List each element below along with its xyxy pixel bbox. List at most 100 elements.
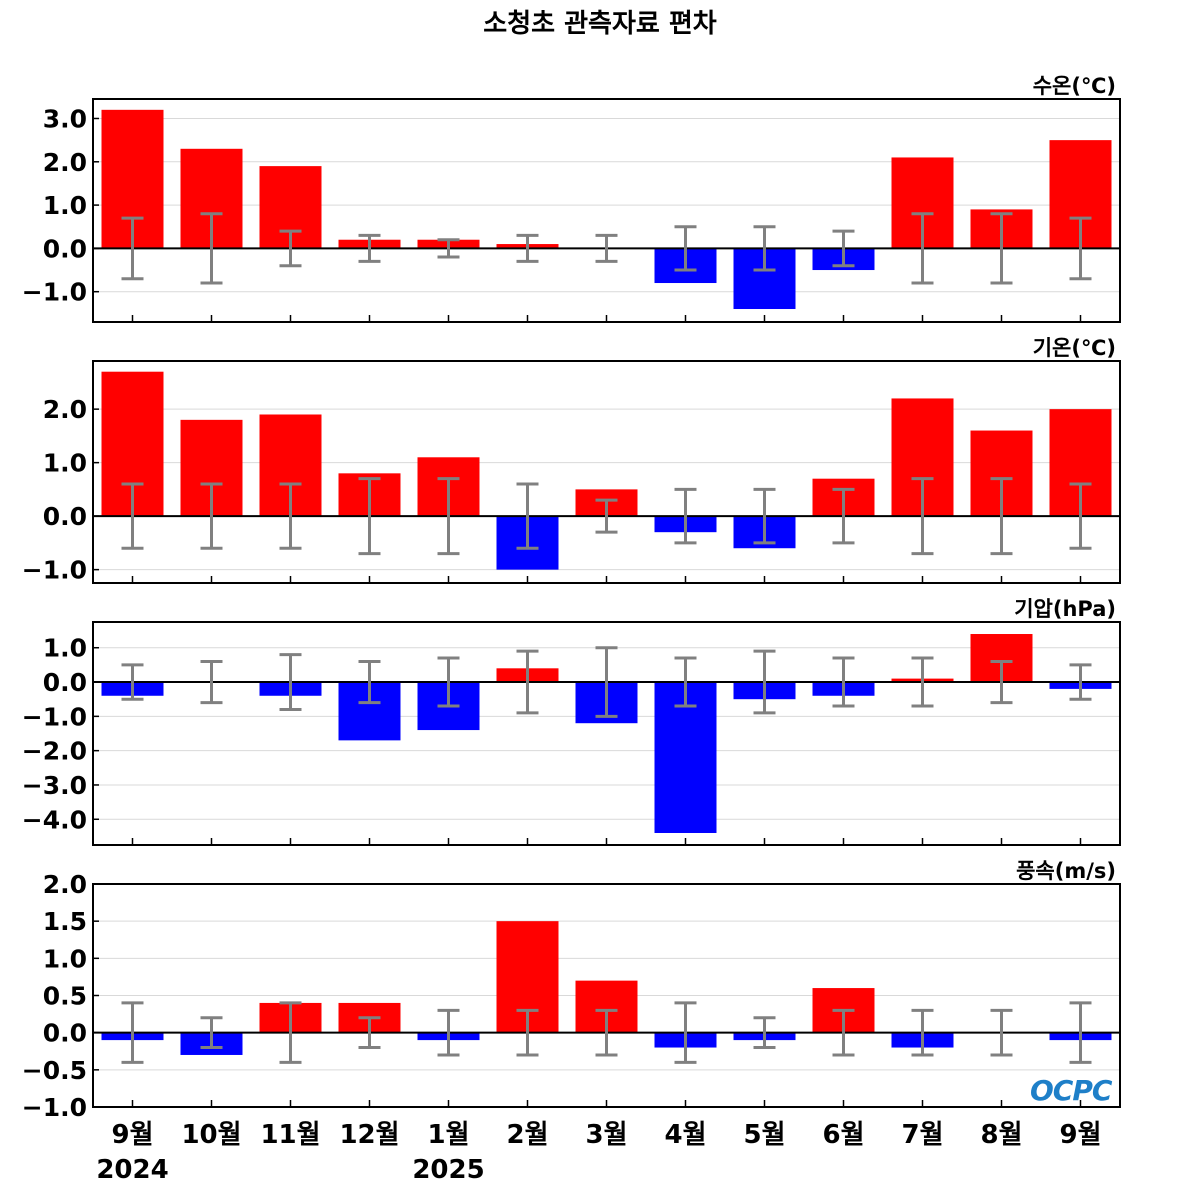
error-bar (121, 216, 144, 281)
panel-label: 기압(hPa) (1014, 597, 1116, 621)
error-bar (200, 482, 223, 550)
error-bar (200, 1016, 223, 1050)
error-bar (832, 1008, 855, 1057)
y-tick-label: 0.5 (43, 982, 87, 1011)
error-bar (911, 477, 934, 556)
error-bar (753, 1016, 776, 1050)
error-bar (674, 1001, 697, 1064)
x-tick-label: 6월 (822, 1120, 864, 1150)
error-bar (911, 656, 934, 708)
error-bar (990, 477, 1013, 556)
error-bar (674, 225, 697, 272)
x-axis-labels: 9월 10월 11월 12월 1월 2월 3월 4월 5월 6월 7월 8월 9월 2024 2025 (96, 1120, 1101, 1185)
error-bar (911, 1008, 934, 1057)
y-tick-label: 1.5 (43, 907, 87, 936)
error-bar (990, 212, 1013, 285)
error-bar (200, 212, 223, 285)
x-tick-label: 9월 (1059, 1120, 1101, 1150)
error-bar (437, 656, 460, 708)
y-tick-label: 1.0 (43, 634, 87, 663)
error-bar (674, 656, 697, 708)
y-tick-label: −1.0 (22, 702, 87, 731)
error-bar (990, 1008, 1013, 1057)
error-bar (753, 487, 776, 545)
error-bar (358, 1016, 381, 1050)
error-bar (516, 1008, 539, 1057)
error-bar (832, 229, 855, 268)
panel-label: 수온(℃) (1033, 74, 1116, 98)
error-bar (595, 233, 618, 263)
x-tick-label: 2월 (506, 1120, 548, 1150)
error-bar (279, 482, 302, 550)
error-bar (1069, 663, 1092, 701)
y-tick-label: 3.0 (43, 104, 87, 133)
error-bar (516, 233, 539, 263)
plot-frame (92, 360, 1121, 584)
error-bar (279, 653, 302, 711)
y-tick-label: 2.0 (43, 395, 87, 424)
error-bar (832, 656, 855, 708)
error-bar (200, 659, 223, 705)
error-bar (358, 659, 381, 705)
x-tick-label: 3월 (585, 1120, 627, 1150)
y-tick-label: 0.0 (43, 234, 87, 263)
error-bar (832, 487, 855, 545)
x-tick-label: 8월 (980, 1120, 1022, 1150)
error-bar (437, 238, 460, 259)
y-tick-label: −3.0 (22, 771, 87, 800)
error-bar (1069, 216, 1092, 281)
error-bar (121, 1001, 144, 1064)
y-tick-label: 0.0 (43, 502, 87, 531)
error-bar (279, 229, 302, 268)
x-tick-label: 12월 (339, 1120, 399, 1150)
error-bar (437, 1008, 460, 1057)
x-tick-label: 9월 (111, 1120, 153, 1150)
y-tick-label: −0.5 (22, 1056, 87, 1085)
y-tick-label: −2.0 (22, 737, 87, 766)
error-bar (674, 487, 697, 545)
x-tick-label: 11월 (260, 1120, 320, 1150)
panel-label: 기온(℃) (1033, 336, 1116, 360)
year-label: 2024 (96, 1155, 168, 1185)
error-bar (1069, 482, 1092, 550)
error-bar (437, 477, 460, 556)
panel-4: 2.0 1.5 1.0 0.5 0.0 −0.5 −1.0 풍속(m/s) (22, 859, 1121, 1122)
y-tick-label: 1.0 (43, 944, 87, 973)
error-bar (595, 498, 618, 534)
error-bar (595, 1008, 618, 1057)
y-tick-label: −1.0 (22, 1093, 87, 1122)
chart-title: 소청초 관측자료 편차 (483, 9, 716, 39)
error-bar (1069, 1001, 1092, 1064)
x-tick-label: 4월 (664, 1120, 706, 1150)
plot-frame (92, 98, 1121, 323)
y-tick-label: 2.0 (43, 148, 87, 177)
year-label: 2025 (412, 1155, 484, 1185)
panel-2: 2.0 1.0 0.0 −1.0 기온(℃) (22, 336, 1121, 585)
error-bar (358, 233, 381, 263)
y-tick-label: 0.0 (43, 1019, 87, 1048)
error-bar (516, 482, 539, 550)
error-bar (121, 663, 144, 701)
x-tick-label: 5월 (743, 1120, 785, 1150)
panel-label: 풍속(m/s) (1016, 859, 1116, 883)
error-bar (753, 225, 776, 272)
error-bar (121, 482, 144, 550)
error-bar (990, 659, 1013, 705)
ocpc-logo: OCPC (1030, 1074, 1114, 1107)
x-tick-label: 1월 (427, 1120, 469, 1150)
error-bar (358, 477, 381, 556)
error-bar (595, 646, 618, 718)
panel-3: 1.0 0.0 −1.0 −2.0 −3.0 −4.0 기압(hPa) (22, 597, 1121, 846)
panel-1: 3.0 2.0 1.0 0.0 −1.0 수온(℃) (22, 74, 1121, 323)
error-bar (911, 212, 934, 285)
error-bar (279, 1001, 302, 1064)
x-tick-label: 7월 (901, 1120, 943, 1150)
x-tick-label: 10월 (181, 1120, 241, 1150)
y-tick-label: −4.0 (22, 805, 87, 834)
error-bar (753, 649, 776, 715)
panels-group: 3.0 2.0 1.0 0.0 −1.0 수온(℃) 2.0 1.0 0.0 −1.0 기온(℃) 1… (22, 74, 1121, 1122)
y-tick-label: −1.0 (22, 278, 87, 307)
y-tick-label: 0.0 (43, 668, 87, 697)
y-tick-label: 1.0 (43, 191, 87, 220)
